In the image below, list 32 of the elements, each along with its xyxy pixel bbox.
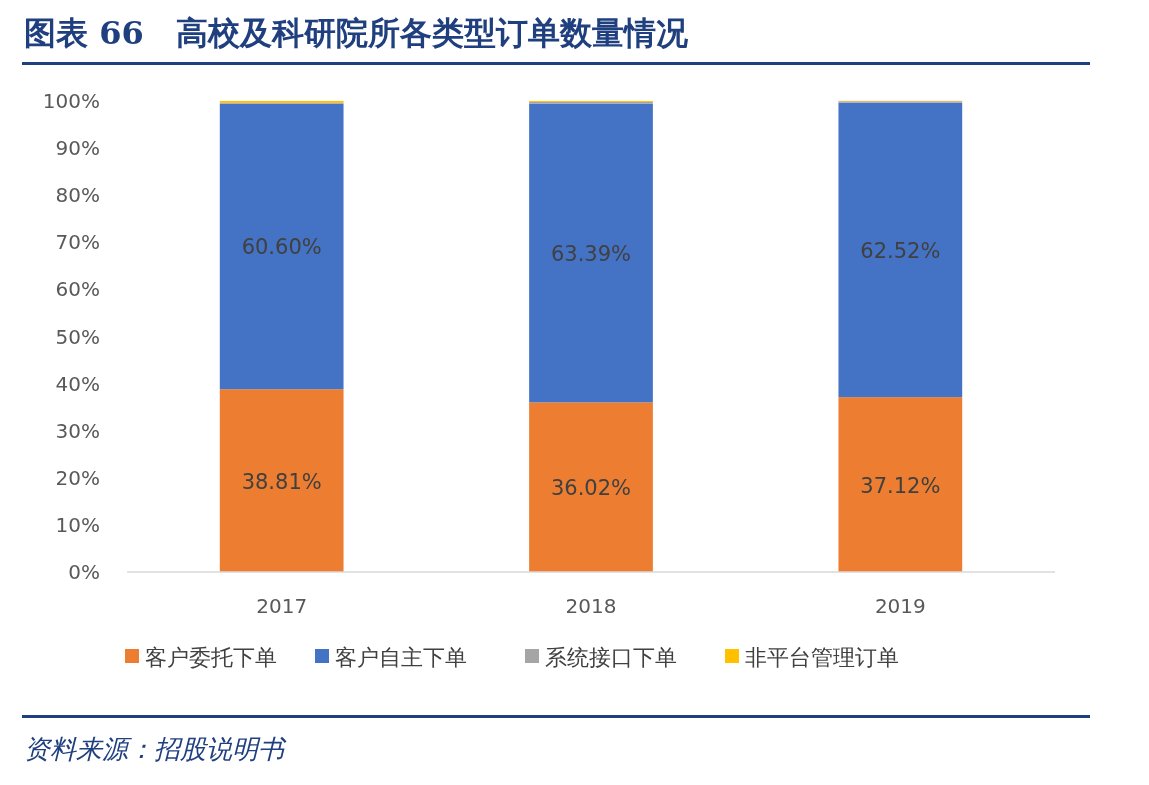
y-tick-label: 90%	[55, 136, 100, 161]
y-tick-label: 50%	[55, 324, 100, 349]
data-label: 60.60%	[241, 235, 322, 260]
y-tick-label: 70%	[55, 230, 100, 255]
y-tick-label: 10%	[55, 512, 100, 537]
data-label: 38.81%	[241, 469, 322, 494]
text: 资料来源：招股说明书	[24, 734, 287, 764]
x-tick-label: 2019	[874, 594, 926, 618]
bar	[529, 402, 653, 572]
y-tick-label: 20%	[55, 465, 100, 490]
bar	[838, 102, 963, 398]
y-tick-label: 40%	[55, 371, 100, 396]
legend-label: 系统接口下单	[545, 645, 677, 670]
legend-label: 客户自主下单	[335, 645, 467, 670]
bar	[219, 103, 344, 390]
y-tick-label: 80%	[55, 183, 100, 208]
legend-label: 非平台管理订单	[745, 645, 899, 670]
bar	[219, 389, 344, 572]
data-label: 36.02%	[550, 476, 632, 501]
chart-title: 图表 66 高校及科研院所各类型订单数量情况	[24, 14, 689, 52]
y-tick-label: 100%	[42, 89, 100, 113]
y-tick-label: 0%	[68, 560, 100, 584]
bar	[529, 103, 653, 403]
y-tick-label: 30%	[55, 418, 100, 443]
x-tick-label: 2017	[256, 594, 308, 618]
bar	[838, 397, 963, 572]
data-label: 62.52%	[860, 238, 941, 263]
y-tick-label: 60%	[55, 277, 100, 302]
x-tick-label: 2018	[565, 594, 617, 618]
legend-label: 客户委托下单	[145, 645, 277, 670]
data-label: 37.12%	[860, 473, 941, 498]
data-label: 63.39%	[550, 242, 632, 267]
